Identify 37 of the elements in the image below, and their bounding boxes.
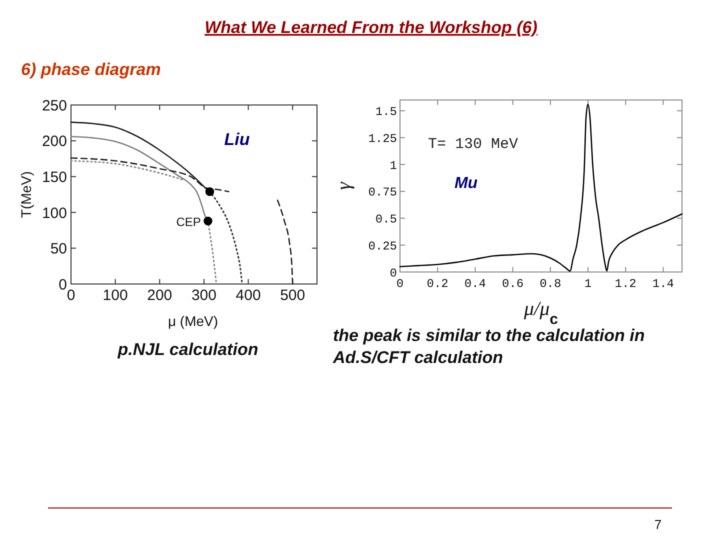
- x-tick-label: 1.2: [614, 277, 636, 291]
- x-tick-label: 0.4: [464, 277, 486, 291]
- text: 7: [654, 517, 662, 532]
- x-tick-label: 1.4: [652, 277, 674, 291]
- text: What We Learned From the Workshop (6): [204, 18, 538, 37]
- y-axis-title: T(MeV): [18, 171, 34, 218]
- annotation: T= 130 MeV: [428, 136, 518, 153]
- x-tick-label: 0.8: [540, 277, 562, 291]
- x-tick-label: 0.6: [502, 277, 524, 291]
- y-tick-label: 1: [390, 158, 397, 173]
- annotation: Mu: [454, 175, 478, 192]
- y-tick-label: 0.25: [368, 239, 397, 254]
- y-tick-label: 0.5: [375, 212, 397, 227]
- x-tick-label: 500: [280, 287, 306, 304]
- chart-subtitle: 6) phase diagram: [21, 60, 161, 79]
- x-tick-label: 300: [191, 287, 216, 304]
- y-tick-label: 0.75: [368, 186, 397, 200]
- x-tick-label: 100: [102, 287, 128, 304]
- y-tick-label: 100: [42, 204, 67, 222]
- y-tick-label: 50: [50, 240, 67, 258]
- x-axis-title: μ (MeV): [168, 313, 218, 329]
- y-tick-label: 150: [42, 169, 67, 186]
- y-tick-label: 1.25: [368, 132, 397, 146]
- x-tick-label: 400: [236, 287, 261, 304]
- annotation: CEP: [176, 215, 201, 230]
- x-tick-label: 200: [147, 287, 172, 304]
- y-tick-label: 0: [390, 266, 397, 280]
- y-tick-label: 1.5: [375, 105, 397, 120]
- text: p.NJL calculation: [116, 340, 258, 359]
- y-axis-title: γ: [333, 180, 355, 190]
- text: the peak is similar to the calculation in Ad.S/CFT calculation: [332, 326, 645, 367]
- x-tick-label: 1: [584, 277, 592, 291]
- y-tick-label: 200: [42, 133, 67, 150]
- y-tick-label: 250: [42, 97, 67, 114]
- annotation: Liu: [224, 130, 250, 149]
- x-tick-label: 0.2: [426, 277, 448, 291]
- x-axis-title: μ/μ$_{c}$: [523, 298, 558, 328]
